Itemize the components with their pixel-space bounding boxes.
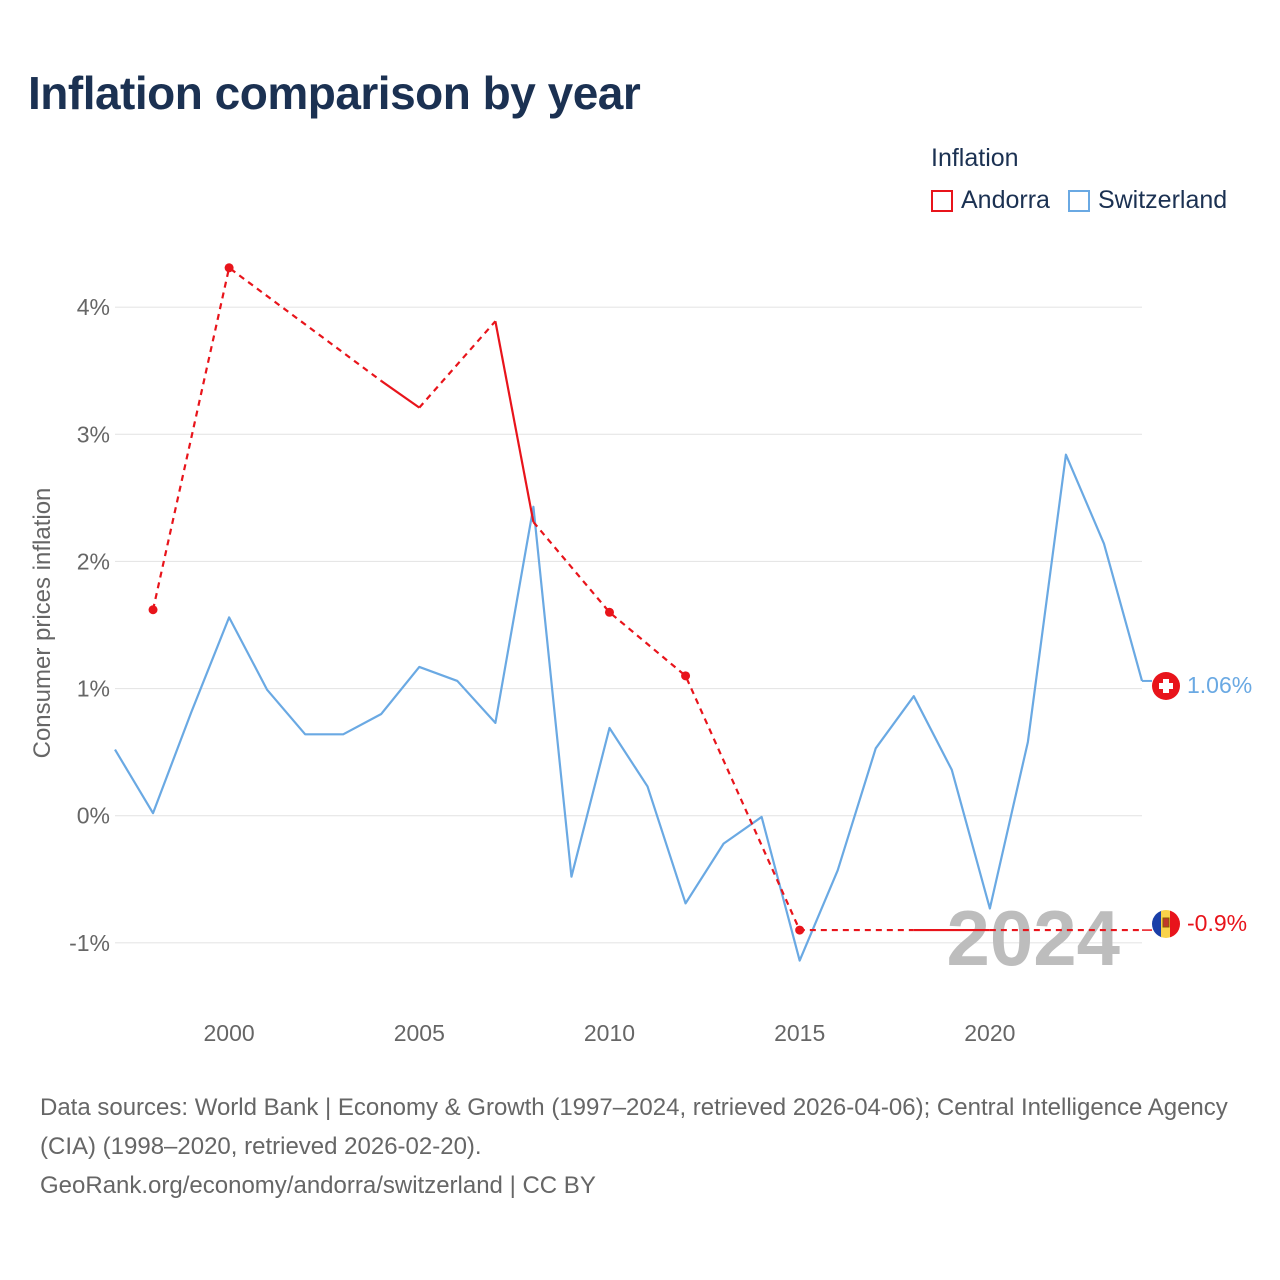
legend-item-andorra[interactable]: Andorra [931, 186, 1050, 215]
x-tick-label: 2000 [204, 1020, 255, 1046]
x-tick-label: 2010 [584, 1020, 635, 1046]
y-axis-label: Consumer prices inflation [29, 488, 56, 759]
series-line-andorra-solid [494, 320, 535, 523]
x-axis-ticks: 2000 2005 2010 2015 2020 [204, 1020, 1016, 1046]
grid [115, 306, 1142, 944]
y-tick-label: 0% [77, 803, 110, 829]
y-tick-label: 4% [77, 294, 110, 320]
switzerland-flag-icon [1152, 672, 1180, 700]
data-point-andorra [604, 607, 614, 617]
series-line-switzerland [114, 453, 1144, 962]
series-line-andorra-dashed [151, 266, 382, 610]
x-tick-label: 2020 [964, 1020, 1015, 1046]
legend-title: Inflation [931, 144, 1019, 172]
footer: Data sources: World Bank | Economy & Gro… [40, 1088, 1250, 1205]
x-tick-label: 2015 [774, 1020, 825, 1046]
andorra-end-label: -0.9% [1187, 910, 1247, 936]
legend: Andorra Switzerland [931, 186, 1245, 215]
series [114, 266, 1152, 962]
legend-swatch-andorra [931, 189, 953, 212]
andorra-flag-icon [1152, 910, 1180, 938]
series-line-andorra-dashed [418, 320, 497, 409]
line-chart: 4% 3% 2% 1% 0% -1% 2000 2005 2010 2015 2020 Consu… [29, 263, 1252, 1046]
year-watermark: 2024 [946, 894, 1120, 982]
data-point-andorra [795, 925, 805, 935]
data-point-andorra [148, 605, 158, 615]
series-line-andorra-solid [380, 380, 420, 409]
x-tick-label: 2005 [394, 1020, 445, 1046]
switzerland-end-label: 1.06% [1187, 672, 1252, 698]
legend-item-switzerland[interactable]: Switzerland [1067, 186, 1228, 215]
end-labels: 1.06% -0.9% [1152, 672, 1252, 938]
data-point-andorra [224, 263, 234, 273]
data-sources: Data sources: World Bank | Economy & Gro… [40, 1094, 1228, 1160]
y-tick-label: 2% [77, 548, 110, 574]
site-credit[interactable]: GeoRank.org/economy/andorra/switzerland … [40, 1172, 596, 1199]
series-line-andorra-dashed [532, 521, 914, 932]
legend-label-switzerland: Switzerland [1097, 186, 1228, 214]
y-tick-label: -1% [69, 930, 110, 956]
y-axis-ticks: 4% 3% 2% 1% 0% -1% [69, 294, 110, 956]
y-tick-label: 3% [77, 421, 110, 447]
legend-label-andorra: Andorra [961, 186, 1050, 214]
markers [148, 263, 805, 935]
y-tick-label: 1% [77, 676, 110, 702]
data-point-andorra [681, 671, 691, 681]
legend-swatch-switzerland [1067, 189, 1090, 212]
chart-title: Inflation comparison by year [28, 67, 641, 119]
